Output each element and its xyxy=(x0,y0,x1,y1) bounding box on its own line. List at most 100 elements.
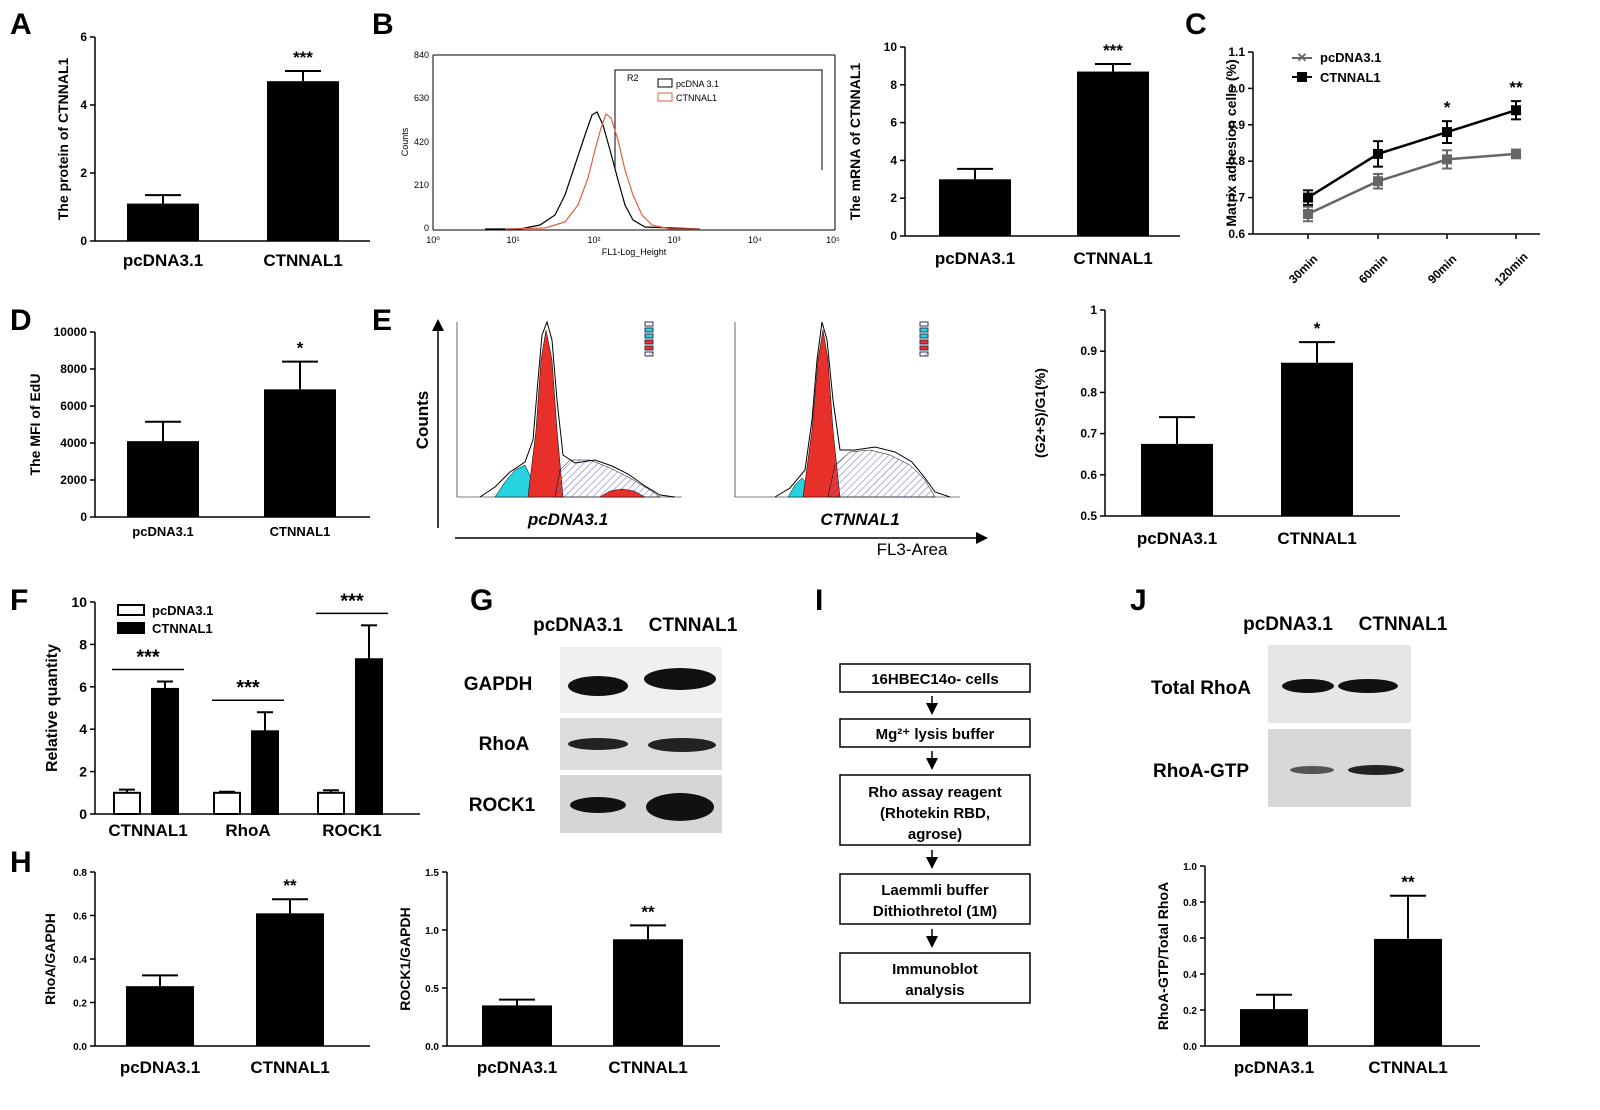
bar xyxy=(127,203,199,241)
chart-a-protein: 0 2 4 6 The protein of CTNNAL1 pcDNA3.1 CTNNAL… xyxy=(55,30,370,270)
y-tick-label: 0.0 xyxy=(73,1042,87,1053)
flow-step-5 xyxy=(839,952,1031,1004)
data-point xyxy=(1303,208,1313,219)
significance-label: *** xyxy=(236,677,260,699)
legend-label: pcDNA3.1 xyxy=(1320,50,1381,65)
bar xyxy=(151,687,179,815)
bar xyxy=(355,658,383,815)
chart-j-rhoa-gtp: 0.0 0.2 0.4 0.6 0.8 1.0 RhoA-GTP/Total RhoA pcD… xyxy=(1155,862,1480,1077)
y-axis-label: ROCK1/GAPDH xyxy=(397,907,413,1010)
x-tick-label: 90min xyxy=(1425,252,1459,286)
category-label: pcDNA3.1 xyxy=(123,251,203,270)
bar xyxy=(317,791,345,815)
significance-label: ** xyxy=(1509,78,1523,97)
y-tick-label: 10 xyxy=(71,594,87,610)
bar xyxy=(113,791,141,815)
flow-step-3 xyxy=(839,774,1031,846)
flow-e-sample-pcdna: pcDNA3.1 xyxy=(527,510,608,529)
flow-step-text: analysis xyxy=(905,982,964,999)
flow-b-ytick: 210 xyxy=(414,180,429,190)
y-tick-label: 0.0 xyxy=(1183,1042,1197,1053)
panel-label-e: E xyxy=(372,304,392,337)
flow-step-2 xyxy=(839,718,1031,748)
flow-b-legend-ctnnal1: CTNNAL1 xyxy=(676,93,717,103)
significance-label: * xyxy=(1314,319,1321,338)
blot-j-band xyxy=(1290,766,1334,774)
flow-step-text: Immunoblot xyxy=(892,961,978,978)
chart-h-rock1: 0.0 0.5 1.0 1.5 ROCK1/GAPDH pcDNA3.1 CTNNAL1 ** xyxy=(397,868,720,1077)
y-tick-label: 0.8 xyxy=(1080,385,1097,399)
blot-g-band xyxy=(644,668,716,690)
bar xyxy=(127,441,199,517)
category-label: pcDNA3.1 xyxy=(120,1058,200,1077)
flow-e-ylabel: Counts xyxy=(413,391,432,450)
y-tick-label: 0.5 xyxy=(425,984,439,995)
flow-b-xtick: 10⁴ xyxy=(748,235,762,245)
y-tick-label: 8000 xyxy=(60,362,87,376)
data-point xyxy=(1373,148,1383,159)
panel-label-c: C xyxy=(1185,8,1207,41)
bar xyxy=(264,389,336,517)
y-tick-label: 1.0 xyxy=(425,926,439,937)
bar xyxy=(1240,1009,1308,1046)
flow-step-text: Laemmli buffer xyxy=(881,882,989,899)
bar xyxy=(213,791,241,815)
flow-b-ytick: 630 xyxy=(414,93,429,103)
y-tick-label: 1.5 xyxy=(425,868,439,879)
y-tick-label: 8 xyxy=(79,636,87,652)
y-tick-label: 0 xyxy=(80,510,87,524)
blot-g-band xyxy=(648,738,716,752)
flow-b-xtick: 10¹ xyxy=(506,235,519,245)
y-axis-label: RhoA/GAPDH xyxy=(42,913,58,1005)
flow-step-text: (Rhotekin RBD, xyxy=(880,805,990,822)
y-tick-label: 0.8 xyxy=(73,868,87,879)
series-line xyxy=(1307,109,1517,199)
y-tick-label: 0.4 xyxy=(73,955,87,966)
blot-g-band xyxy=(646,793,714,821)
bar xyxy=(126,986,194,1046)
bar xyxy=(251,730,279,816)
y-tick-label: 6 xyxy=(890,116,897,130)
y-axis-label: RhoA-GTP/Total RhoA xyxy=(1155,882,1171,1030)
bar xyxy=(1374,938,1442,1046)
chart-e-cell-cycle: 0.5 0.6 0.7 0.8 0.9 1 (G2+S)/G1(%) pcDNA3.1 CTNN… xyxy=(1032,303,1400,548)
y-tick-label: 10000 xyxy=(54,325,88,339)
x-tick-label: 30min xyxy=(1286,252,1320,286)
flow-step-text: 16HBEC14o- cells xyxy=(871,671,999,688)
blot-j-band xyxy=(1348,765,1404,775)
y-tick-label: 1.0 xyxy=(1228,81,1245,95)
legend-marker xyxy=(1297,72,1307,82)
flow-e-right-outline xyxy=(774,321,951,498)
legend-swatch-ctnnal1 xyxy=(657,92,673,102)
significance-label: ** xyxy=(641,902,655,921)
legend-swatch xyxy=(117,622,145,634)
y-tick-label: 6 xyxy=(80,30,87,44)
flow-step-text: Dithiothretol (1M) xyxy=(873,903,997,920)
flow-b-ytick: 0 xyxy=(424,223,429,233)
y-tick-label: 0.6 xyxy=(1228,227,1245,241)
significance-label: *** xyxy=(136,647,160,669)
significance-label: ** xyxy=(283,876,297,895)
y-tick-label: 0.6 xyxy=(1183,934,1197,945)
category-label: pcDNA3.1 xyxy=(1137,529,1217,548)
bar xyxy=(1141,443,1213,516)
y-tick-label: 0.2 xyxy=(73,999,87,1010)
y-tick-label: 1 xyxy=(1090,303,1097,317)
y-axis-label: The mRNA of CTNNAL1 xyxy=(847,63,863,221)
flow-b-legend-pcdna: pcDNA 3.1 xyxy=(676,79,719,89)
y-tick-label: 0.5 xyxy=(1080,509,1097,523)
flow-e-left-s xyxy=(554,459,661,498)
y-tick-label: 0.9 xyxy=(1080,344,1097,358)
flow-step-4 xyxy=(839,873,1031,925)
chart-h-rhoa: 0.0 0.2 0.4 0.6 0.8 RhoA/GAPDH pcDNA3.1 CTNNAL1… xyxy=(42,868,370,1077)
legend-marker: ✕ xyxy=(1297,50,1308,65)
flow-b-xtick: 10⁵ xyxy=(826,235,840,245)
blot-j-band xyxy=(1338,679,1398,693)
flow-b-xtick: 10² xyxy=(587,235,600,245)
blot-j-col-pcdna: pcDNA3.1 xyxy=(1243,614,1333,635)
panel-label-a: A xyxy=(10,8,32,41)
data-point xyxy=(1442,127,1452,138)
category-label: CTNNAL1 xyxy=(608,1058,687,1077)
